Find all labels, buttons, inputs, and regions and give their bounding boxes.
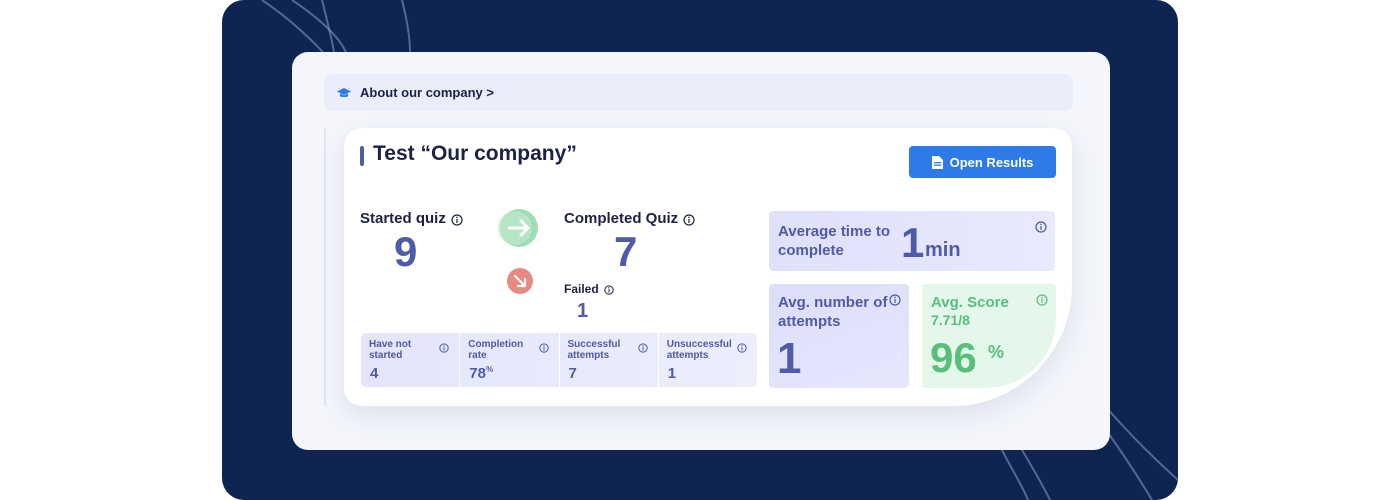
info-icon[interactable] [1035, 220, 1047, 233]
failed-label: Failed [564, 282, 614, 296]
page-title: Test “Our company” [373, 142, 577, 165]
dashboard-card: About our company > Test “Our company” O… [292, 52, 1110, 450]
average-time-label: Average time to complete [778, 223, 890, 259]
info-icon[interactable] [439, 340, 449, 353]
average-time-tile: Average time to complete 1 min [769, 211, 1055, 271]
mini-stat-completion-rate: Completion rate 78% [460, 333, 560, 387]
avg-attempts-label: Avg. number of attempts [778, 294, 888, 330]
info-icon[interactable] [451, 213, 463, 226]
title-accent-bar [360, 146, 364, 166]
mini-stat-have-not-started: Have not started 4 [361, 333, 461, 387]
avg-attempts-tile: Avg. number of attempts 1 [769, 284, 909, 388]
avg-score-unit: % [988, 342, 1005, 362]
avg-score-label: Avg. Score [931, 294, 1009, 311]
arrow-down-right-icon [507, 268, 533, 294]
info-icon[interactable] [1036, 293, 1048, 306]
info-icon[interactable] [538, 340, 549, 353]
arrow-right-icon [498, 209, 538, 247]
started-quiz-value: 9 [394, 228, 418, 275]
avg-score-value: 96 [930, 334, 977, 381]
completed-quiz-value: 7 [614, 228, 638, 275]
info-icon[interactable] [638, 340, 648, 353]
avg-score-tile: Avg. Score 7.71/8 96 % [922, 284, 1056, 388]
average-time-unit: min [925, 239, 961, 261]
document-icon [931, 155, 943, 169]
avg-attempts-value: 1 [777, 334, 802, 383]
info-icon[interactable] [737, 340, 747, 353]
breadcrumb-label: About our company > [360, 85, 494, 100]
divider [324, 128, 326, 406]
graduation-cap-icon [336, 85, 352, 101]
breadcrumb[interactable]: About our company > [324, 74, 1073, 111]
started-quiz-label: Started quiz [360, 210, 463, 227]
mini-stats-strip: Have not started 4 Completion rate 78% S… [361, 333, 757, 387]
info-icon[interactable] [683, 213, 695, 226]
completed-quiz-label: Completed Quiz [564, 210, 695, 227]
average-time-value: 1 [901, 219, 925, 266]
mini-stat-unsuccessful-attempts: Unsuccessful attempts 1 [659, 333, 757, 387]
info-icon[interactable] [604, 284, 614, 295]
open-results-label: Open Results [949, 154, 1034, 170]
failed-value: 1 [577, 300, 589, 322]
mini-stat-successful-attempts: Successful attempts 7 [560, 333, 659, 387]
avg-score-fraction: 7.71/8 [931, 312, 970, 328]
info-icon[interactable] [889, 293, 901, 306]
quiz-stats-panel: Test “Our company” Open Results Started … [344, 128, 1072, 406]
open-results-button[interactable]: Open Results [909, 146, 1056, 178]
